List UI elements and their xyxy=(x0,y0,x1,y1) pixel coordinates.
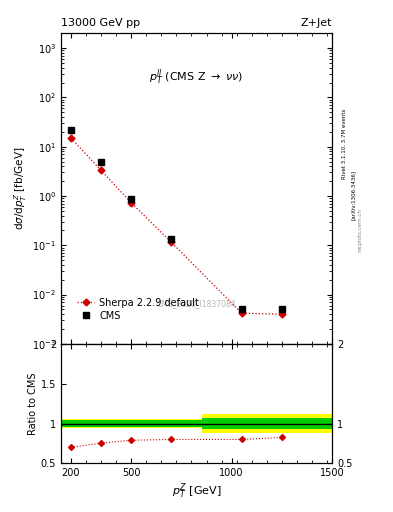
CMS xyxy=(99,159,103,165)
Sherpa 2.2.9 default xyxy=(239,310,244,316)
Text: Rivet 3.1.10, 3.7M events: Rivet 3.1.10, 3.7M events xyxy=(342,108,347,179)
Line: Sherpa 2.2.9 default: Sherpa 2.2.9 default xyxy=(68,136,284,316)
X-axis label: $p_T^Z$ [GeV]: $p_T^Z$ [GeV] xyxy=(172,481,221,501)
Text: CMS_2020_I1837084: CMS_2020_I1837084 xyxy=(157,300,236,309)
Sherpa 2.2.9 default xyxy=(279,311,284,317)
Text: Z+Jet: Z+Jet xyxy=(301,18,332,28)
CMS xyxy=(129,197,134,203)
CMS xyxy=(169,236,174,242)
Y-axis label: Ratio to CMS: Ratio to CMS xyxy=(28,372,38,435)
CMS xyxy=(239,306,244,312)
CMS xyxy=(279,306,284,312)
Legend: Sherpa 2.2.9 default, CMS: Sherpa 2.2.9 default, CMS xyxy=(74,295,202,324)
Text: mcplots.cern.ch: mcplots.cern.ch xyxy=(358,208,363,252)
Y-axis label: d$\sigma$/d$p_T^Z$ [fb/GeV]: d$\sigma$/d$p_T^Z$ [fb/GeV] xyxy=(13,147,29,230)
Text: [arXiv:1306.3436]: [arXiv:1306.3436] xyxy=(351,169,356,220)
Text: 13000 GeV pp: 13000 GeV pp xyxy=(61,18,140,28)
Sherpa 2.2.9 default xyxy=(169,239,174,245)
Sherpa 2.2.9 default xyxy=(99,167,103,174)
Line: CMS: CMS xyxy=(68,126,285,313)
Sherpa 2.2.9 default xyxy=(69,135,73,141)
CMS xyxy=(69,127,73,133)
Sherpa 2.2.9 default xyxy=(129,200,134,206)
Text: $p_T^{ll}$ (CMS Z $\rightarrow$ $\nu\nu$): $p_T^{ll}$ (CMS Z $\rightarrow$ $\nu\nu$… xyxy=(149,68,244,87)
